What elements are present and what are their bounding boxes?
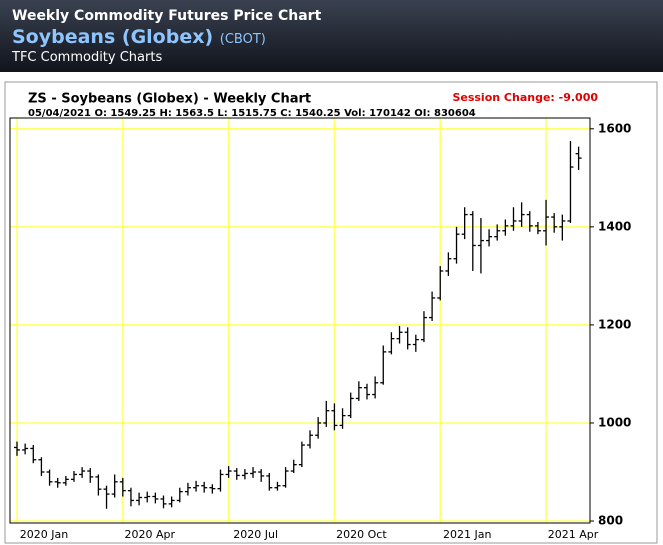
y-tick-label: 1400 (598, 219, 631, 233)
y-tick-label: 1000 (598, 415, 631, 429)
x-tick-label: 2021 Apr (548, 528, 599, 541)
header-title: Weekly Commodity Futures Price Chart (12, 8, 322, 24)
commodity-name: Soybeans (Globex) (CBOT) (12, 26, 266, 48)
y-tick-label: 1600 (598, 121, 631, 135)
x-tick-label: 2020 Apr (125, 528, 176, 541)
info-line: 05/04/2021 O: 1549.25 H: 1563.5 L: 1515.… (28, 108, 476, 119)
commodity: Soybeans (Globex) (12, 26, 214, 48)
session-change: Session Change: -9.000 (452, 91, 598, 104)
y-tick-label: 800 (598, 514, 623, 528)
x-tick-label: 2021 Jan (443, 528, 491, 541)
source: TFC Commodity Charts (12, 50, 163, 65)
x-tick-label: 2020 Oct (336, 528, 387, 541)
chart-title: ZS - Soybeans (Globex) - Weekly Chart (28, 92, 311, 107)
exchange: (CBOT) (219, 32, 266, 47)
y-tick-label: 1200 (598, 317, 631, 331)
header: Weekly Commodity Futures Price Chart Soy… (0, 0, 663, 72)
x-tick-label: 2020 Jan (20, 528, 68, 541)
chart-frame (4, 81, 658, 544)
x-tick-label: 2020 Jul (233, 528, 278, 541)
plot-border (9, 117, 591, 524)
